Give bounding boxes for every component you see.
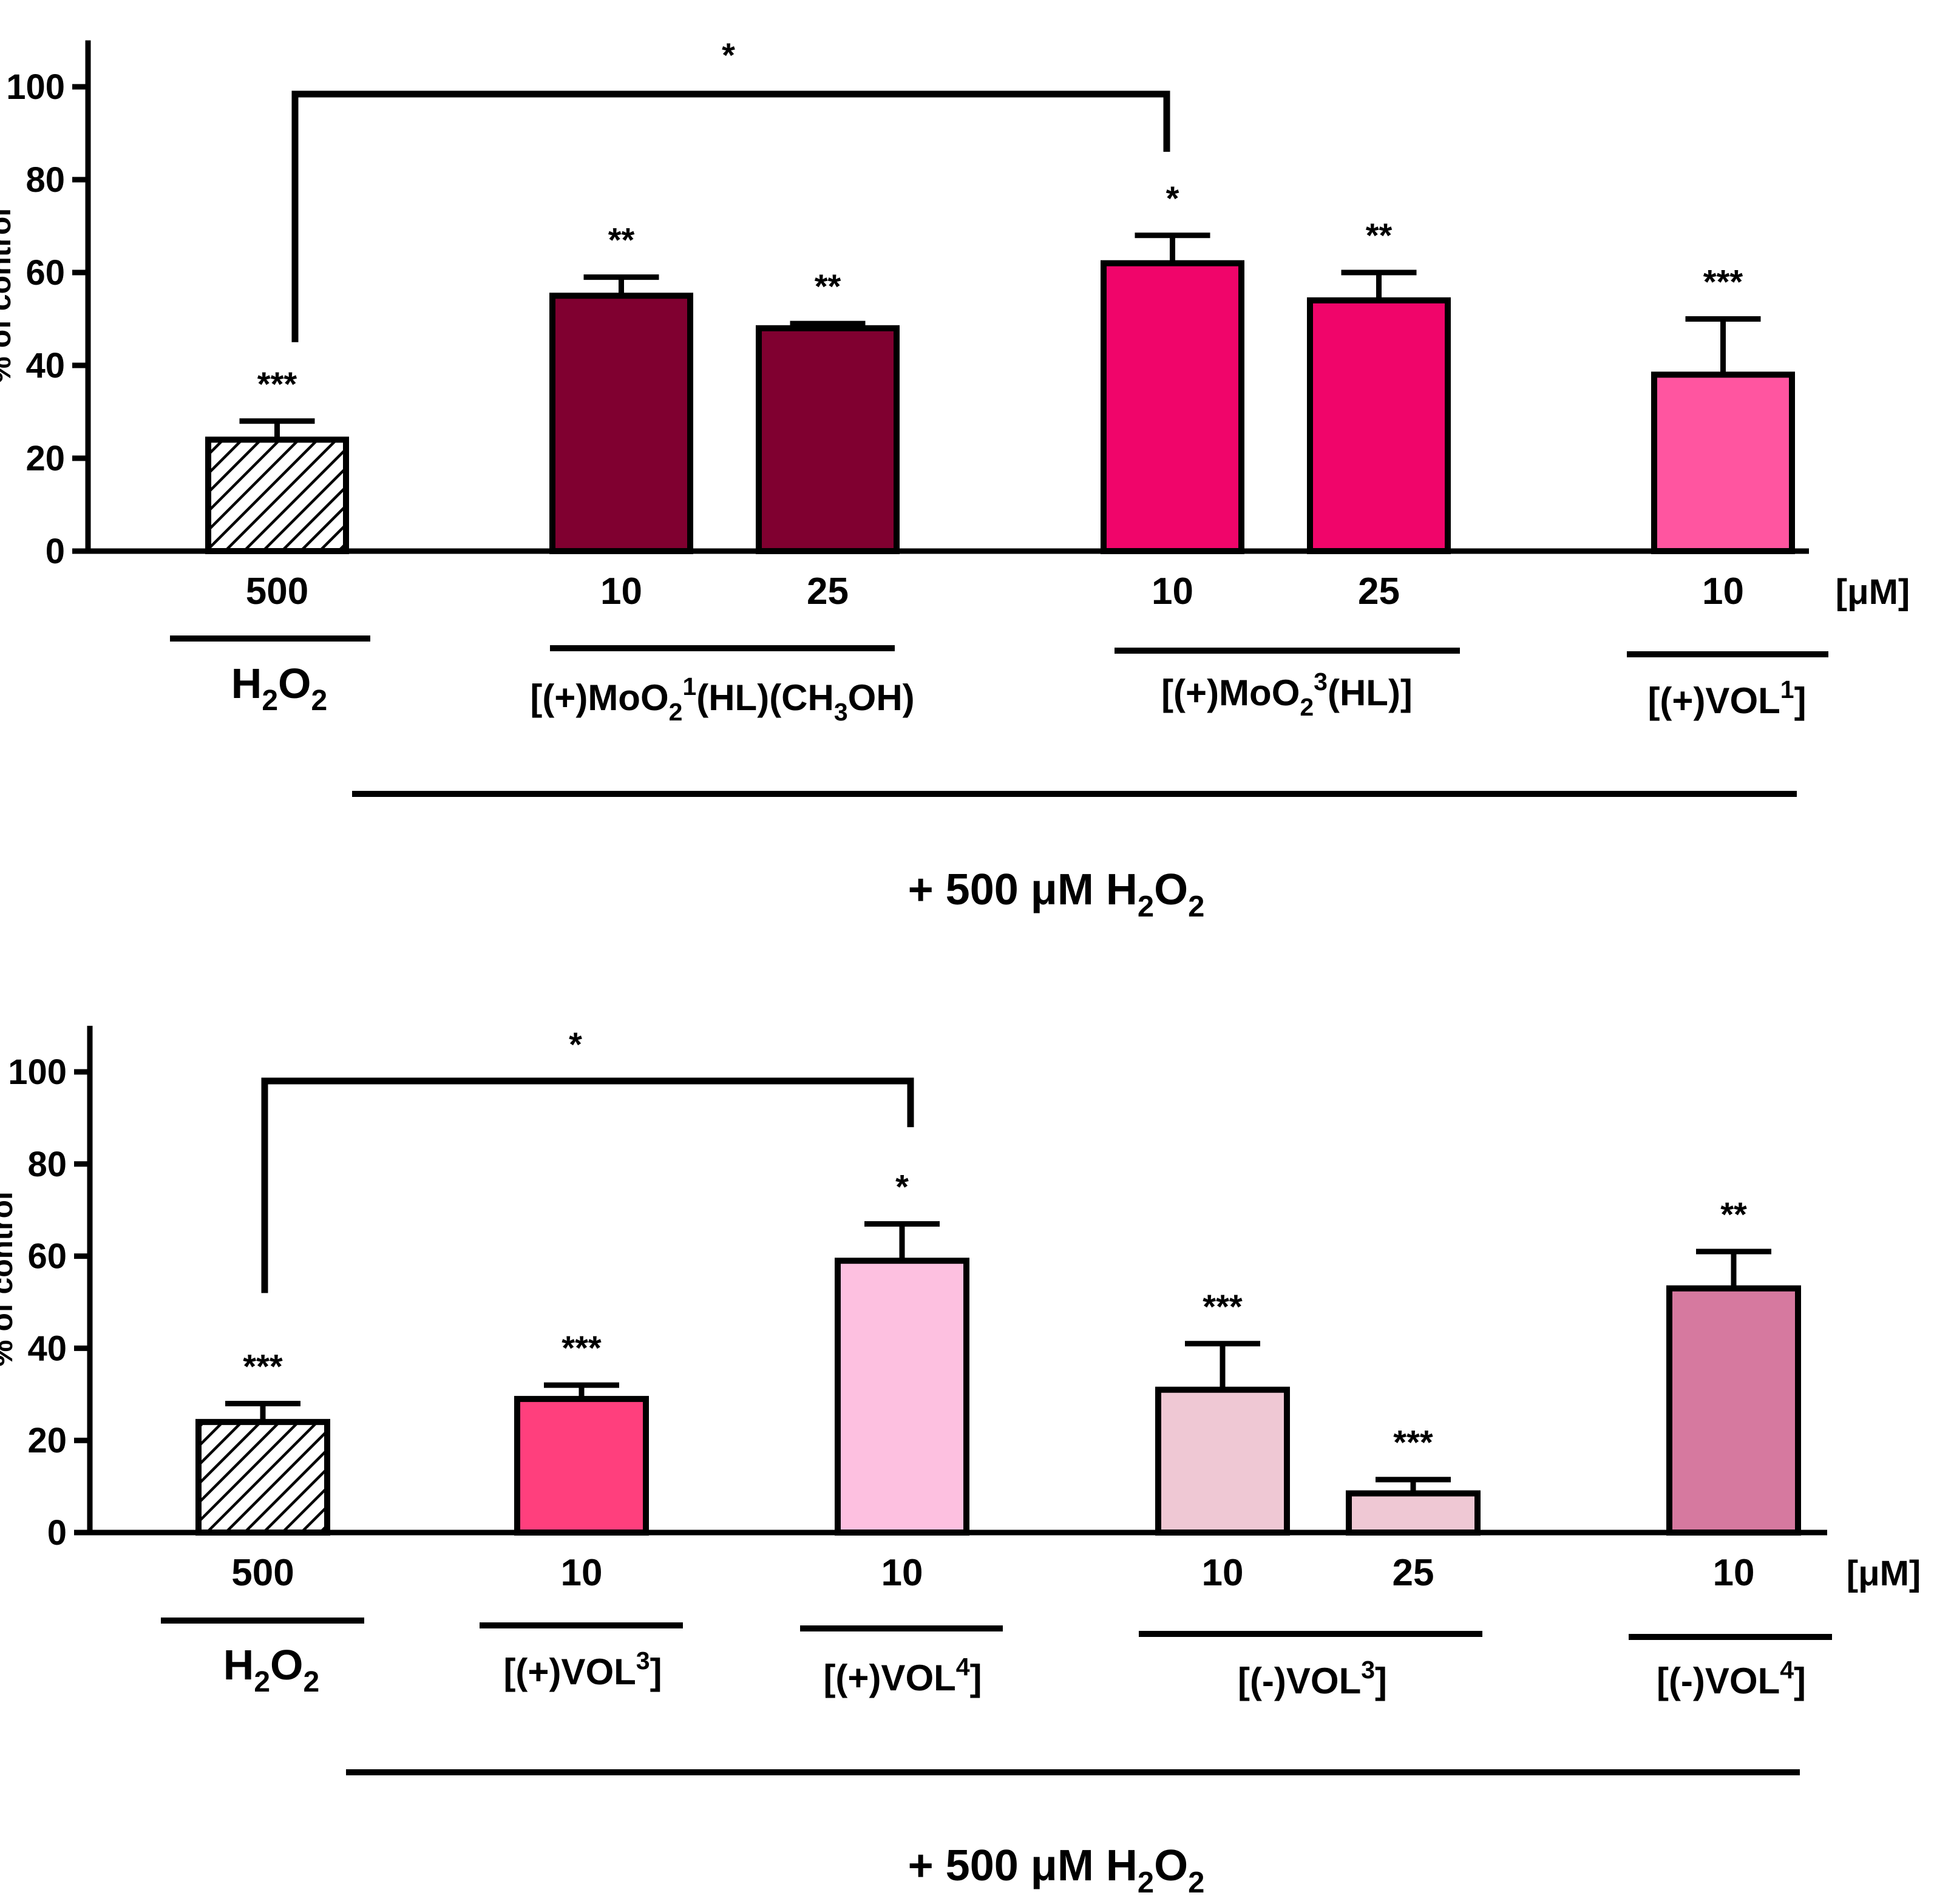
significance-label: *** (1703, 263, 1743, 301)
significance-label: ** (815, 267, 841, 305)
y-axis-label: % of control (0, 1191, 19, 1367)
bar (514, 1395, 649, 1536)
y-tick-label: 60 (25, 253, 65, 293)
concentration-label: 500 (231, 1552, 294, 1594)
unit-label: [μM] (1847, 1554, 1921, 1593)
group-label: H2O2 (231, 660, 327, 717)
comparison-bracket (261, 1077, 914, 1293)
bar (1346, 1490, 1481, 1536)
bar (1101, 260, 1244, 554)
bar (205, 436, 349, 555)
group-label: [(+)MoO23(HL)] (1161, 668, 1413, 721)
bar (1651, 371, 1795, 554)
significance-label: *** (562, 1329, 602, 1367)
y-tick-label: 100 (8, 1052, 67, 1092)
treatment-label: + 500 μM H2O2 (908, 866, 1205, 923)
significance-label: ** (1720, 1195, 1747, 1233)
concentration-label: 10 (1202, 1552, 1244, 1594)
group-label: H2O2 (223, 1641, 319, 1698)
group-label: [(+)VOL1] (1647, 676, 1806, 721)
bar (756, 325, 900, 554)
bracket-significance-label: * (569, 1025, 582, 1063)
bracket-significance-label: * (722, 36, 735, 74)
significance-label: *** (257, 365, 297, 403)
significance-label: * (1166, 179, 1179, 217)
treatment-label: + 500 μM H2O2 (908, 1841, 1205, 1899)
concentration-label: 25 (1358, 571, 1400, 612)
bar (549, 293, 693, 554)
y-axis-label: % of control (0, 208, 17, 384)
group-label: [(+)VOL4] (823, 1653, 982, 1698)
y-tick-label: 20 (25, 439, 65, 478)
group-label: [(+)VOL3] (503, 1647, 662, 1692)
concentration-label: 10 (600, 571, 642, 612)
comparison-bracket (291, 90, 1170, 342)
bar (835, 1258, 969, 1536)
significance-label: * (895, 1167, 909, 1205)
significance-label: *** (1393, 1423, 1433, 1462)
y-tick-label: 80 (27, 1145, 67, 1184)
group-label: [(-)VOL3] (1238, 1656, 1387, 1701)
concentration-label: 10 (1713, 1552, 1755, 1594)
significance-label: ** (608, 221, 635, 259)
y-tick-label: 100 (6, 67, 65, 107)
y-tick-label: 80 (25, 160, 65, 200)
y-tick-label: 0 (47, 1513, 67, 1553)
bar (1155, 1386, 1290, 1536)
significance-label: ** (1366, 216, 1393, 254)
y-tick-label: 20 (27, 1421, 67, 1460)
group-label: [(+)MoO21(HL)(CH3OH) (530, 672, 914, 726)
concentration-label: 25 (807, 571, 849, 612)
unit-label: [μM] (1836, 572, 1910, 612)
bar (195, 1418, 330, 1536)
concentration-label: 10 (1152, 571, 1193, 612)
y-tick-label: 60 (27, 1237, 67, 1276)
y-tick-label: 40 (25, 346, 65, 385)
concentration-label: 10 (881, 1552, 923, 1594)
concentration-label: 10 (1702, 571, 1744, 612)
y-tick-label: 40 (27, 1329, 67, 1368)
significance-label: *** (243, 1347, 283, 1385)
bar (1307, 297, 1451, 554)
concentration-label: 10 (561, 1552, 603, 1594)
bar (1666, 1285, 1801, 1536)
group-label: [(-)VOL4] (1657, 1656, 1806, 1701)
concentration-label: 500 (246, 571, 308, 612)
y-tick-label: 0 (46, 532, 65, 571)
significance-label: *** (1203, 1287, 1243, 1326)
concentration-label: 25 (1393, 1552, 1434, 1594)
